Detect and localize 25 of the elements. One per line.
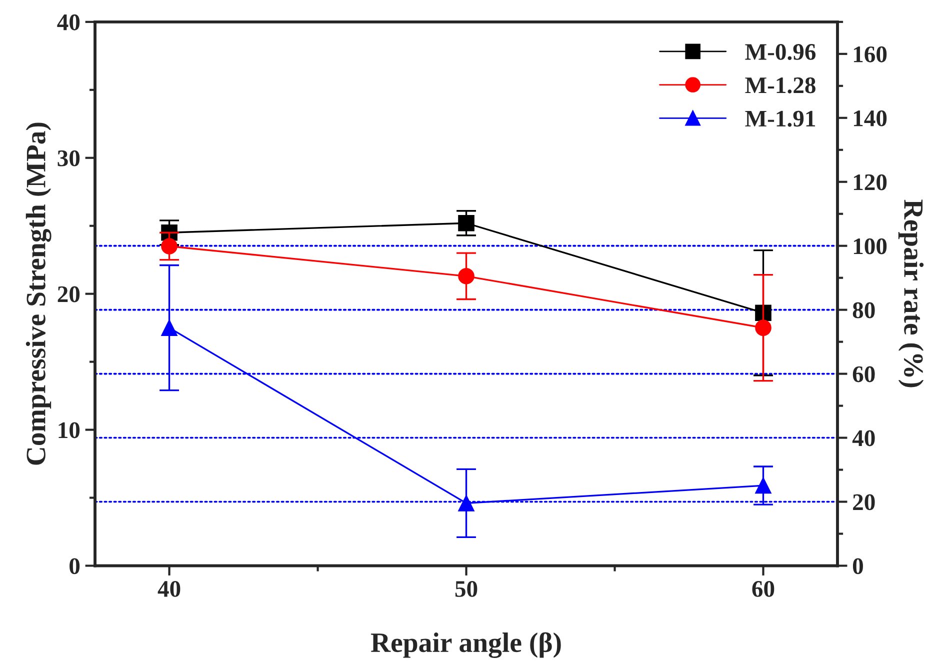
legend-label: M-1.28 xyxy=(745,77,816,94)
point xyxy=(755,304,772,322)
y2-tick-label: 60 xyxy=(852,366,875,382)
y-tick-label: 0 xyxy=(70,558,80,574)
x-tick-label: 40 xyxy=(158,580,180,597)
legend-label: M-0.96 xyxy=(745,44,816,60)
y-tick-label: 10 xyxy=(58,422,80,438)
x-axis-title: Repair angle (β) xyxy=(370,632,561,658)
legend-label: M-1.91 xyxy=(745,110,816,127)
y-tick-label: 20 xyxy=(58,286,80,302)
y2-tick-label: 160 xyxy=(854,46,887,62)
y2-tick-label: 40 xyxy=(852,430,875,446)
y2-tick-label: 80 xyxy=(852,302,875,318)
x-tick-label: 50 xyxy=(455,580,478,597)
y-tick-label: 30 xyxy=(58,150,80,166)
y2-tick-label: 100 xyxy=(854,238,887,254)
y2-axis-title: Repair rate (%) xyxy=(898,200,924,388)
x-tick-label: 60 xyxy=(752,580,774,597)
y2-tick-label: 140 xyxy=(854,110,887,126)
y2-tick-label: 20 xyxy=(853,494,875,510)
y-axis-title: Compressive Strength (MPa) xyxy=(26,122,52,465)
y-tick-label: 40 xyxy=(57,14,80,30)
y2-tick-label: 120 xyxy=(854,174,887,190)
point xyxy=(458,214,474,232)
y2-tick-label: 0 xyxy=(852,558,863,574)
